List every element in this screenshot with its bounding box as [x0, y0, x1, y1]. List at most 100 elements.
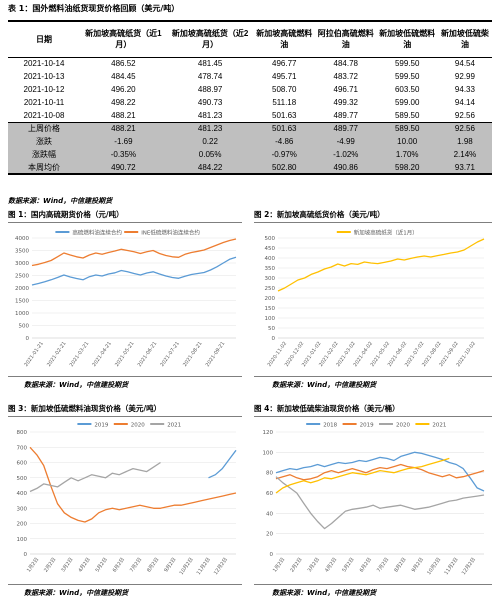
header-col: 阿拉伯高硫燃料油 — [315, 21, 377, 58]
y-tick-label: 0 — [24, 552, 28, 558]
table-cell: 94.33 — [454, 85, 475, 94]
table-cell: 484.45 — [111, 72, 136, 81]
summary-cell: -1.02% — [315, 148, 377, 161]
table-cell: 488.97 — [197, 85, 223, 94]
y-tick-label: 0 — [270, 552, 274, 558]
y-tick-label: 3500 — [15, 249, 29, 255]
summary-cell: 481.23 — [166, 121, 254, 135]
table-cell: 603.50 — [394, 85, 420, 94]
y-tick-label: 400 — [17, 491, 28, 497]
summary-label-cell: 上周价格 — [8, 121, 80, 135]
x-tick-label: 9月2日 — [163, 557, 177, 574]
series-line — [29, 461, 161, 493]
y-tick-label: 1500 — [15, 299, 29, 305]
header-col: 新加坡高硫纸货（近1月） — [80, 21, 167, 58]
table-cell: 490.73 — [197, 98, 223, 107]
summary-cell: 598.20 — [376, 161, 438, 174]
series-line — [275, 457, 450, 494]
legend-label: 2018 — [323, 423, 337, 429]
legend-label: 2019 — [360, 423, 374, 429]
summary-cell: 489.77 — [315, 121, 377, 135]
y-tick-label: 100 — [263, 450, 274, 456]
summary-cell: 92.56 — [437, 121, 492, 135]
x-tick-label: 3月2日 — [307, 557, 321, 574]
summary-label-cell: 本周均价 — [8, 161, 80, 174]
x-tick-label: 12月2日 — [461, 557, 477, 576]
table-cell: 599.00 — [394, 98, 420, 107]
y-tick-label: 20 — [266, 532, 273, 538]
table-header-row: 日期 新加坡高硫纸货（近1月） 新加坡高硫纸货（近2月） 新加坡高硫燃料油 阿拉… — [8, 21, 492, 58]
x-tick-label: 8月2日 — [393, 557, 407, 574]
row-date-cell: 2021-10-14 — [23, 59, 65, 69]
table-cell: 488.21 — [111, 110, 136, 120]
summary-cell: 501.63 — [253, 121, 315, 135]
legend-label: 高硫燃料油连续合约 — [72, 229, 122, 237]
table-cell: 511.18 — [272, 98, 297, 107]
summary-cell: 488.21 — [80, 121, 167, 135]
x-tick-label: 2021-07-21 — [159, 341, 181, 368]
table-source: 数据来源：Wind，中信建投期货 — [8, 197, 113, 205]
x-tick-label: 2021-01-21 — [23, 341, 45, 368]
y-tick-label: 100 — [17, 537, 28, 543]
y-tick-label: 1000 — [15, 311, 29, 317]
summary-cell: 0.22 — [166, 135, 254, 148]
y-tick-label: 700 — [17, 445, 28, 451]
chart-figure-3: 2019 2020 2021 0 100 200 300 400 500 600 700 800 1月2… — [17, 423, 237, 576]
x-tick-label: 7月2日 — [376, 557, 390, 574]
x-tick-label: 2月2日 — [289, 557, 303, 574]
series-line — [275, 463, 485, 481]
x-tick-label: 11月2日 — [444, 557, 460, 576]
figure-1-title: 图 1：国内高硫期货价格（元/吨） — [8, 210, 124, 219]
series-line — [208, 449, 237, 479]
summary-cell: -4.86 — [253, 135, 315, 148]
table-cell: 496.77 — [272, 59, 297, 69]
x-tick-label: 6月2日 — [112, 557, 126, 574]
figure-2-source: 数据来源：Wind，中信建投期货 — [272, 381, 377, 389]
y-tick-label: 4000 — [15, 236, 29, 242]
x-tick-label: 9月2日 — [411, 557, 425, 574]
header-col: 新加坡高硫纸货（近2月） — [166, 21, 254, 58]
table-cell: 486.52 — [111, 59, 136, 69]
x-tick-label: 2021-06-21 — [137, 341, 159, 368]
table-cell: 483.72 — [333, 72, 358, 81]
table-cell: 92.56 — [454, 110, 475, 120]
x-tick-label: 8月2日 — [146, 557, 160, 574]
table-title: 表 1：国外燃料油纸货现货价格回顾（美元/吨） — [8, 4, 180, 13]
summary-cell: 2.14% — [437, 148, 492, 161]
series-line — [29, 446, 237, 523]
y-tick-label: 60 — [266, 491, 273, 497]
header-col: 新加坡低硫燃料油 — [376, 21, 438, 58]
y-tick-label: 50 — [268, 326, 275, 332]
y-tick-label: 0 — [272, 336, 276, 342]
legend-label: 2021 — [167, 423, 181, 429]
y-tick-label: 0 — [26, 336, 30, 342]
y-tick-label: 2500 — [15, 274, 29, 280]
x-tick-label: 1月2日 — [272, 557, 286, 574]
summary-label-cell: 涨跌幅 — [8, 148, 80, 161]
y-tick-label: 300 — [17, 506, 28, 512]
chart-figure-4: 2018 2019 2020 2021 0 20 40 60 80 100 120 1月2日 2月2日 3… — [263, 423, 485, 576]
table-row: 2021-10-11 498.22 490.73 511.18 499.32 599.00… — [8, 96, 492, 109]
table-row: 2021-10-12 496.20 488.97 508.70 496.71 603.50… — [8, 83, 492, 96]
x-tick-label: 2月2日 — [43, 557, 57, 574]
summary-cell: 10.00 — [376, 135, 438, 148]
y-tick-label: 40 — [266, 511, 273, 517]
x-tick-label: 2021-05-21 — [114, 341, 136, 368]
summary-label-cell: 涨跌 — [8, 135, 80, 148]
figure-3-top-rule — [8, 416, 242, 417]
y-tick-label: 200 — [265, 296, 276, 302]
summary-cell: 0.05% — [166, 148, 254, 161]
table-cell: 94.14 — [454, 98, 475, 107]
table-cell: 496.71 — [333, 85, 358, 94]
legend-label: 2020 — [131, 423, 145, 429]
x-tick-label: 2021-09-21 — [205, 341, 227, 368]
y-tick-label: 800 — [17, 430, 28, 436]
x-tick-label: 7月2日 — [129, 557, 143, 574]
table-cell: 478.74 — [197, 72, 223, 81]
summary-cell: -1.69 — [80, 135, 167, 148]
table-cell: 489.77 — [333, 110, 358, 120]
table-cell: 501.63 — [272, 110, 297, 120]
x-tick-label: 3月2日 — [60, 557, 74, 574]
figure-4-source: 数据来源：Wind，中信建投期货 — [272, 589, 377, 597]
figure-4-top-rule — [254, 416, 492, 417]
